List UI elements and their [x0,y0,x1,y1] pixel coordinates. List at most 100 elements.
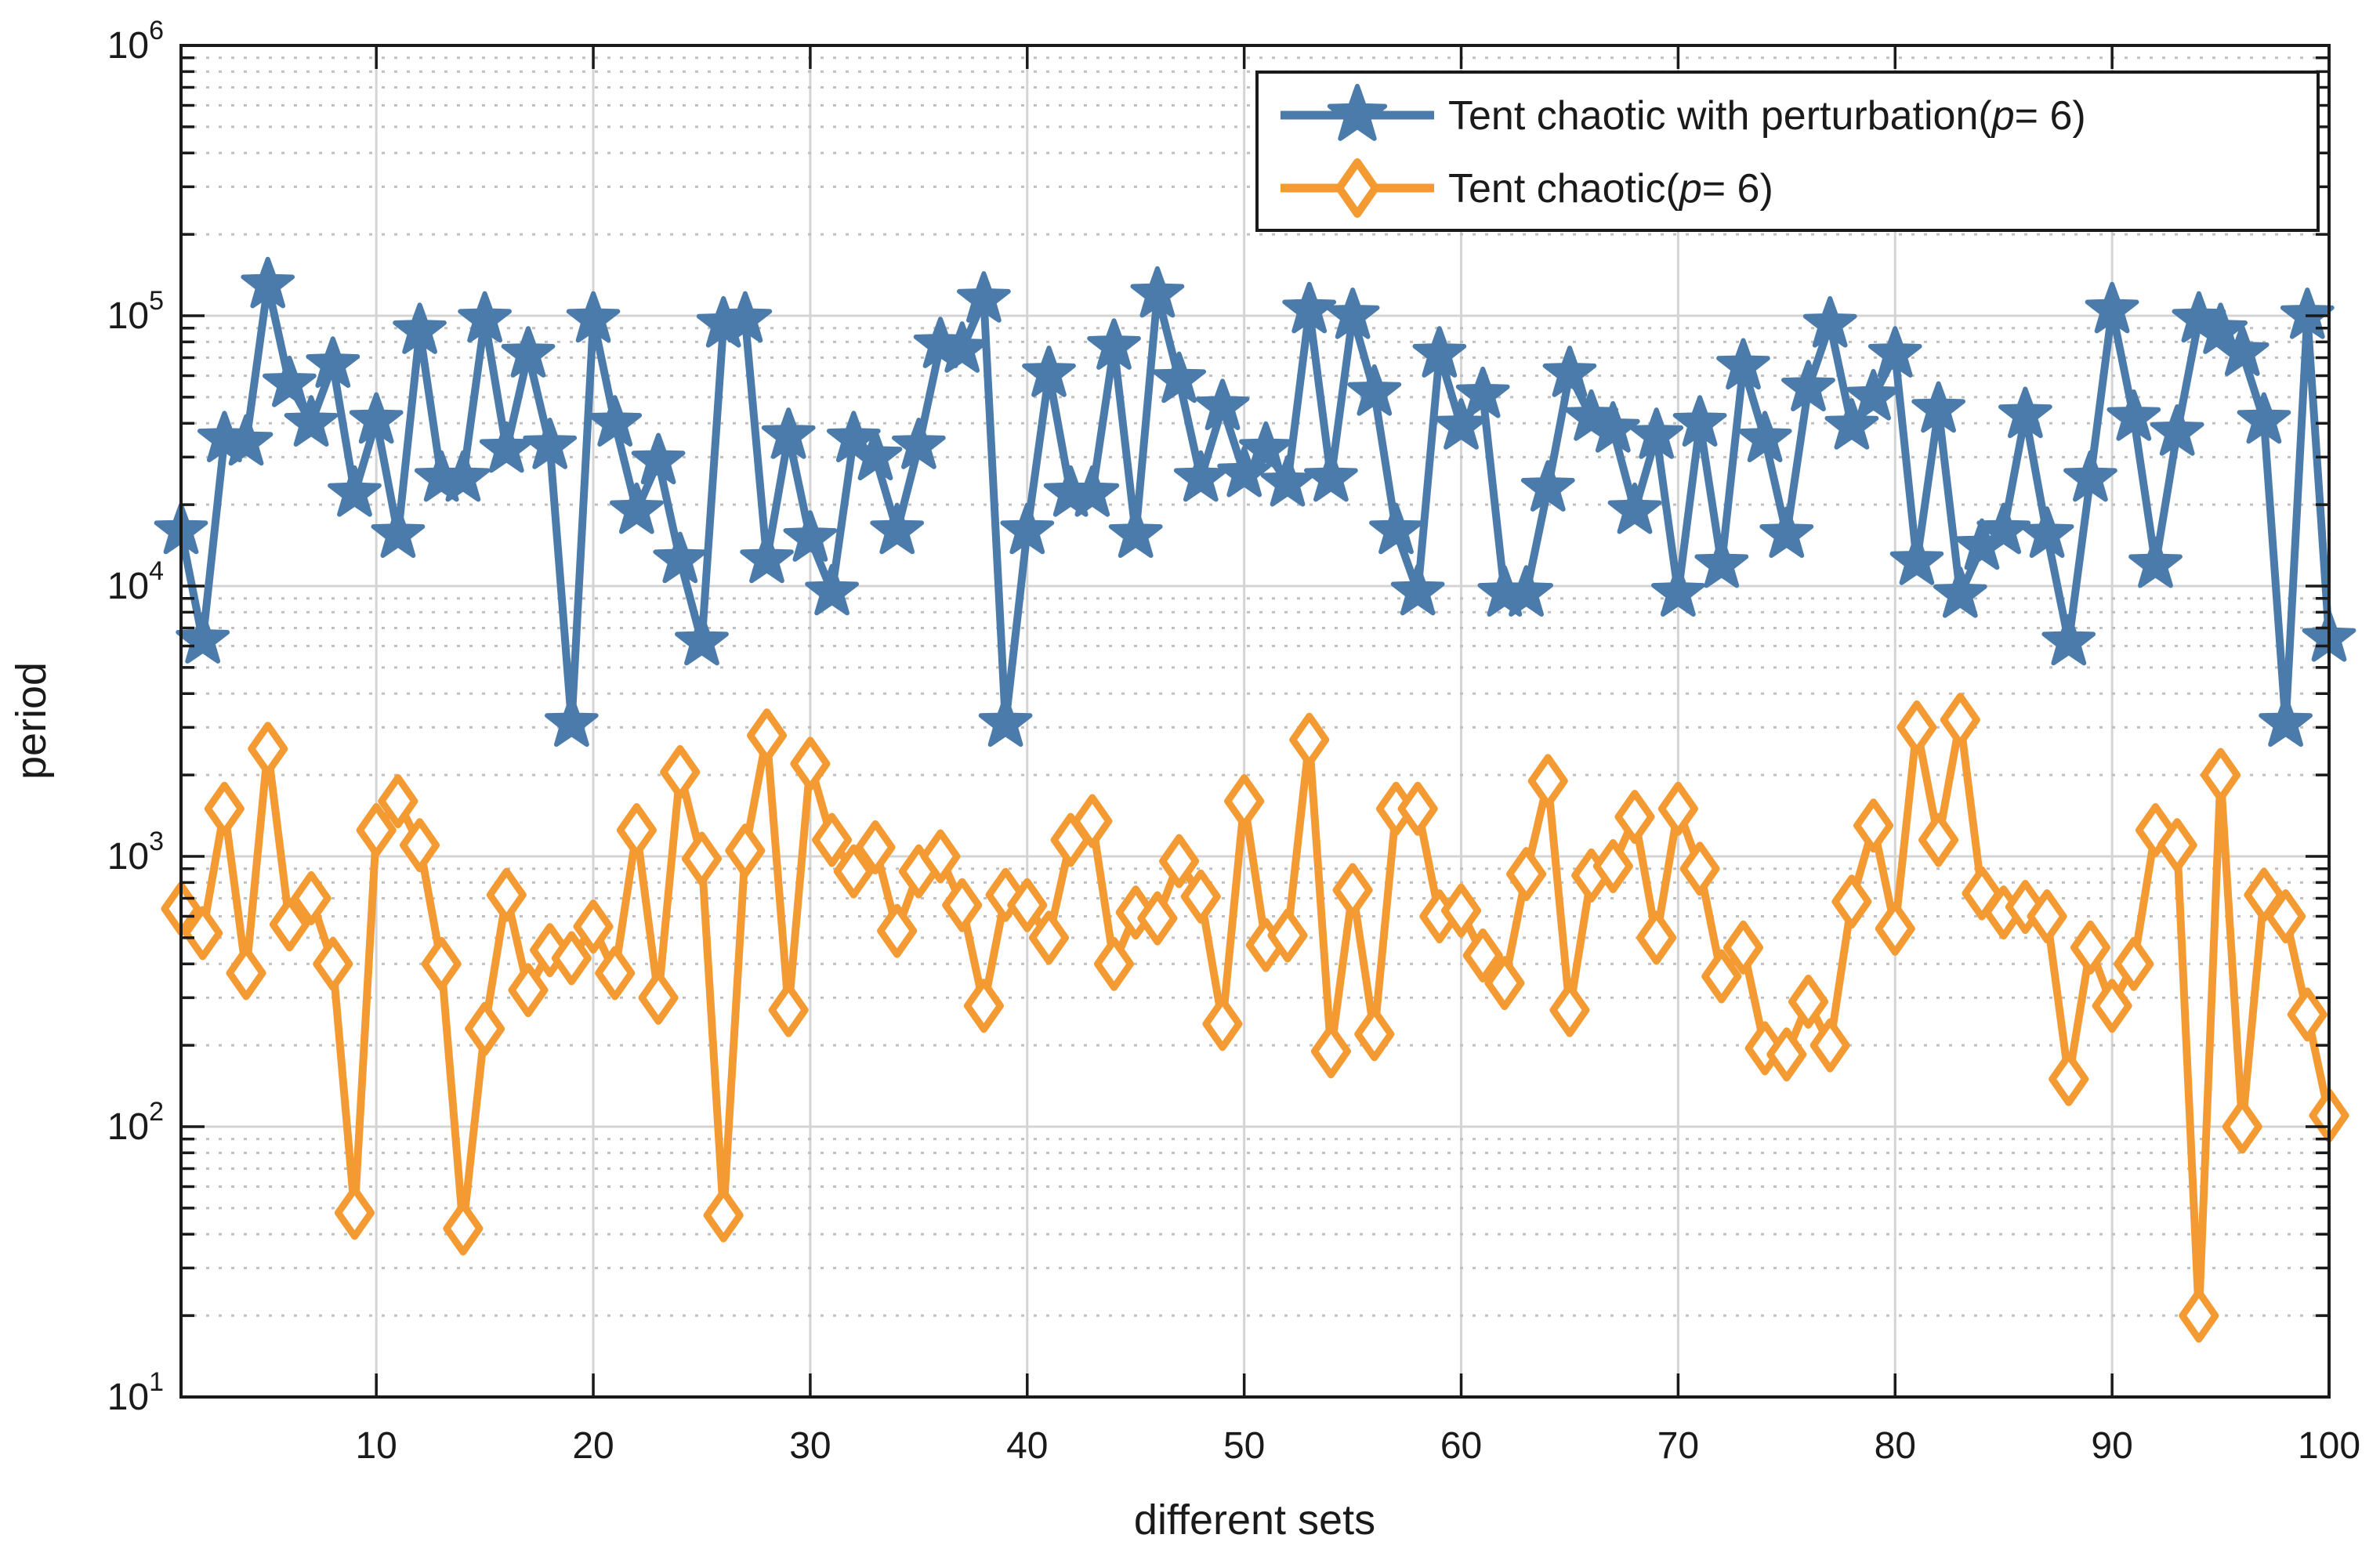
star-marker [1022,346,1076,397]
x-tick-label: 90 [2091,1425,2132,1467]
diamond-marker [2157,818,2197,873]
star-marker [1260,454,1315,507]
x-tick-label: 60 [1440,1425,1482,1467]
star-marker [2150,404,2204,456]
diamond-marker [1636,910,1677,965]
series-star [154,256,2356,747]
diamond-marker [269,897,310,952]
tick-labels: 10 20 30 40 50 60 70 80 90 100 101 102 103 104 105 106 [107,16,2360,1467]
star-marker [1585,401,1640,453]
star-marker [1759,506,1814,558]
legend-item-star: Tent chaotic with perturbation(p= 6) [1281,84,2086,141]
star-marker [1737,411,1792,462]
star-marker [1781,360,1835,411]
star-marker [1282,281,1337,334]
diamond-marker [2049,1051,2089,1106]
star-marker [1802,295,1857,348]
star-marker [1130,266,1185,318]
diamond-marker [1007,878,1048,932]
diamond-marker [1506,847,1547,902]
x-tick-label: 100 [2298,1425,2360,1467]
y-tick-label: 105 [107,286,164,337]
star-marker [610,482,664,534]
diamond-marker [356,803,397,858]
star-marker [2259,695,2313,747]
diamond-marker [2266,889,2306,944]
diamond-marker [1940,693,1980,747]
diamond-marker [421,936,462,991]
star-marker [1087,318,1141,370]
star-marker [1304,450,1358,502]
diamond-marker [1484,956,1525,1011]
star-marker [1455,366,1510,418]
diamond-marker [1289,712,1330,767]
x-tick-label: 40 [1006,1425,1048,1467]
diamond-marker [616,803,657,858]
diamond-marker [573,899,614,954]
diamond-marker [334,1185,375,1240]
diamond-marker [1679,841,1720,896]
star-marker [1152,351,1206,404]
star-marker [501,326,556,378]
star-marker [2215,324,2270,376]
diamond-marker [2287,987,2327,1042]
diamond-marker [508,963,549,1018]
legend-label: Tent chaotic with perturbation(p= 6) [1448,93,2086,139]
diamond-marker [1592,838,1633,893]
diamond-marker [204,781,245,836]
star-marker [805,563,859,616]
star-marker [1846,368,1900,421]
y-axis-label: period [8,662,55,780]
diamond-marker [1614,790,1655,845]
star-marker [263,355,317,407]
diamond-marker [595,946,636,1001]
star-marker [2128,536,2183,588]
x-axis-label: different sets [1134,1496,1375,1543]
star-marker [1716,338,1770,390]
star-marker [1065,465,1120,517]
legend-diamond-icon [1335,158,1379,218]
x-tick-label: 10 [355,1425,397,1467]
star-marker [349,392,404,444]
diamond-marker [747,708,788,763]
star-marker [1173,450,1228,502]
diamond-marker [1549,983,1590,1037]
star-marker [761,407,816,459]
star-marker [870,502,925,555]
series-line-diamond [178,715,2333,1320]
series-line-star [177,280,2333,728]
star-marker [1369,502,1423,555]
diamond-marker [1159,834,1200,888]
diamond-marker [1332,863,1373,917]
star-marker [978,695,1033,747]
diamond-marker [1267,908,1308,963]
y-tick-label: 101 [107,1367,164,1418]
star-marker [892,418,946,469]
diamond-marker [725,823,766,878]
diamond-marker [465,1001,505,1056]
diamond-marker [1701,949,1742,1004]
star-marker [1694,536,1749,588]
series-diamond [161,693,2349,1343]
star-marker [1108,506,1163,558]
star-marker [935,321,990,373]
star-marker [1889,534,1944,585]
data-series [154,256,2356,1343]
diamond-marker [1224,774,1265,829]
star-marker [371,506,426,558]
diamond-marker [183,906,223,961]
diamond-marker [486,867,527,922]
star-marker [740,531,794,584]
star-marker [1651,565,1705,617]
star-marker [1998,386,2052,439]
y-tick-label: 106 [107,16,164,67]
legend-box [1255,71,2320,232]
diamond-marker [378,774,418,829]
star-marker [718,291,773,343]
star-marker [219,414,274,466]
star-marker [1933,566,1987,618]
star-marker [957,271,1011,323]
diamond-marker [1809,1018,1850,1073]
diamond-marker [1072,794,1113,849]
star-marker [176,612,230,664]
